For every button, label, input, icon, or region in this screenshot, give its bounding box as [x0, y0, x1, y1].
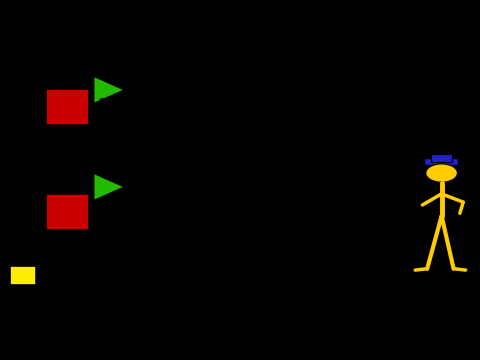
- Circle shape: [426, 164, 457, 182]
- Text: f=367Hz: f=367Hz: [46, 134, 96, 144]
- Text: f=367Hz: f=367Hz: [98, 221, 148, 231]
- Bar: [431, 154, 452, 162]
- Text: $\mathbf{v_{Sound}}$$\mathbf{=345m/s}$: $\mathbf{v_{Sound}}$$\mathbf{=345m/s}$: [154, 52, 261, 67]
- Text: Coherent: Coherent: [10, 60, 67, 70]
- Bar: [10, 266, 36, 285]
- Polygon shape: [94, 173, 125, 201]
- Text: $\boldsymbol{\lambda}$ = ?: $\boldsymbol{\lambda}$ = ?: [355, 54, 409, 73]
- Text: interference: interference: [322, 260, 399, 270]
- Text: Distructive: Distructive: [322, 240, 390, 249]
- Bar: [46, 89, 89, 125]
- Text: 2m: 2m: [98, 97, 119, 110]
- Polygon shape: [94, 76, 125, 104]
- Text: 4m: 4m: [260, 233, 282, 246]
- Bar: [46, 194, 89, 230]
